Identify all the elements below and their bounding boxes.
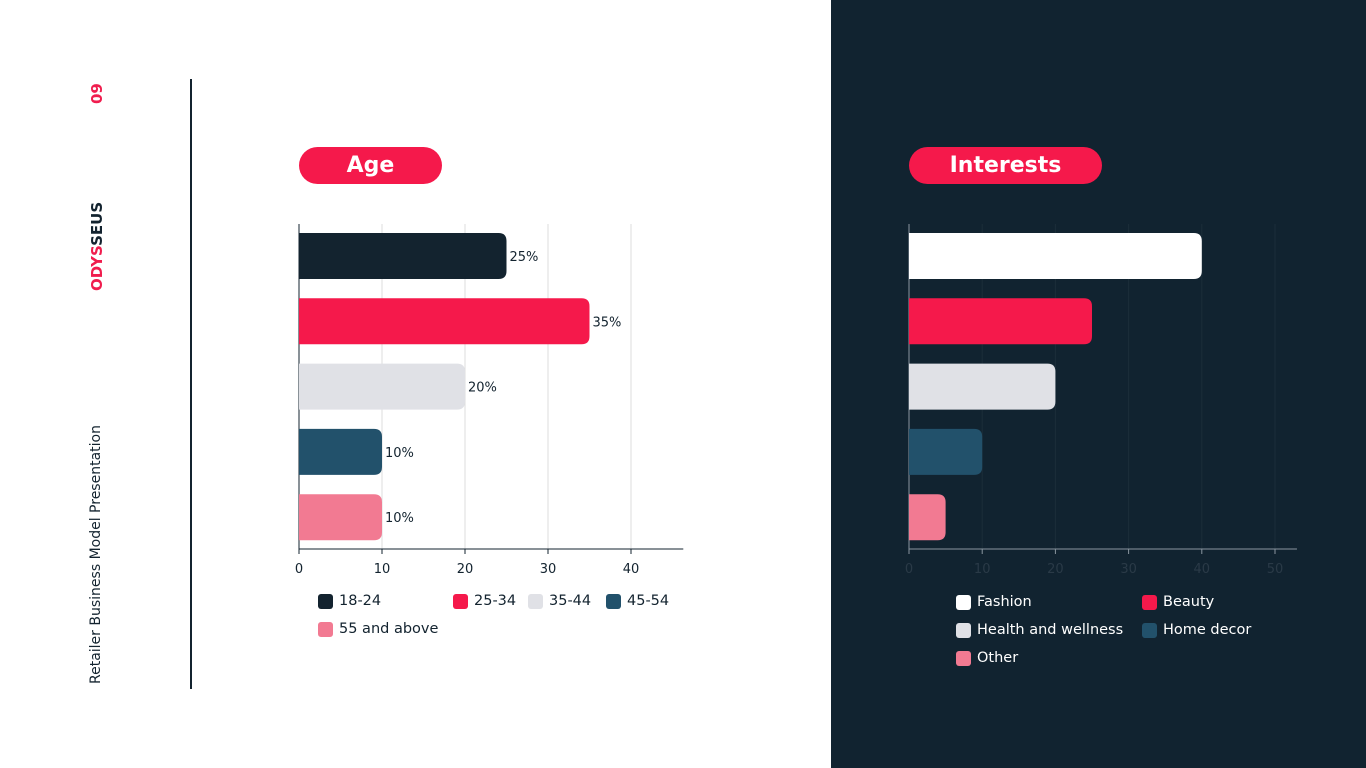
legend-swatch <box>318 621 333 637</box>
x-tick-label: 20 <box>1047 562 1064 577</box>
x-tick-label: 40 <box>1194 562 1211 577</box>
legend-item: 18-24 <box>318 593 381 609</box>
legend-label: Fashion <box>977 594 1032 610</box>
legend-swatch <box>956 650 971 666</box>
legend-item: Beauty <box>1142 594 1214 610</box>
legend-item: 55 and above <box>318 621 438 637</box>
legend-label: Health and wellness <box>977 622 1124 638</box>
legend-item: 35-44 <box>528 593 591 609</box>
x-tick-label: 30 <box>540 562 557 577</box>
x-tick-label: 0 <box>295 562 303 577</box>
legend-swatch <box>453 593 468 609</box>
bar-home-decor <box>909 428 983 475</box>
bar-health-and-wellness <box>909 363 1056 410</box>
data-label: 10% <box>385 511 414 526</box>
legend-item: 45-54 <box>606 593 669 609</box>
bar-35-44 <box>299 363 465 410</box>
legend-label: 18-24 <box>339 593 382 609</box>
legend-swatch <box>606 593 621 609</box>
legend-item: Other <box>956 650 1018 666</box>
x-tick-label: 20 <box>457 562 474 577</box>
divider <box>190 79 192 689</box>
data-label: 10% <box>385 446 414 461</box>
legend-swatch <box>956 594 971 610</box>
bar-fashion <box>909 233 1202 279</box>
legend-label: Other <box>977 650 1019 666</box>
data-label: 20% <box>468 381 497 396</box>
age-title: Age <box>299 147 442 184</box>
legend-swatch <box>956 622 971 638</box>
x-tick-label: 10 <box>374 562 391 577</box>
legend-item: Fashion <box>956 594 1032 610</box>
x-tick-label: 40 <box>623 562 640 577</box>
legend-label: 35-44 <box>549 593 592 609</box>
legend-swatch <box>1142 594 1157 610</box>
bar-25-34 <box>299 298 590 345</box>
legend-swatch <box>528 593 543 609</box>
data-label: 35% <box>593 315 622 330</box>
legend-label: 55 and above <box>339 621 439 637</box>
x-tick-label: 10 <box>974 562 991 577</box>
bar-beauty <box>909 298 1092 345</box>
x-tick-label: 30 <box>1120 562 1137 577</box>
legend-label: 45-54 <box>627 593 670 609</box>
legend-swatch <box>1142 622 1157 638</box>
interests-title: Interests <box>909 147 1102 184</box>
legend-item: 25-34 <box>453 593 516 609</box>
legend-swatch <box>318 593 333 609</box>
bar-45-54 <box>299 428 382 475</box>
legend-item: Home decor <box>1142 622 1251 638</box>
legend-item: Health and wellness <box>956 622 1123 638</box>
bar-other <box>909 494 946 541</box>
x-tick-label: 50 <box>1267 562 1284 577</box>
legend-label: Home decor <box>1163 622 1252 638</box>
bar-18-24 <box>299 233 507 279</box>
x-tick-label: 0 <box>905 562 913 577</box>
data-label: 25% <box>510 250 539 265</box>
bar-55-and-above <box>299 494 382 541</box>
legend-label: 25-34 <box>474 593 517 609</box>
legend-label: Beauty <box>1163 594 1215 610</box>
